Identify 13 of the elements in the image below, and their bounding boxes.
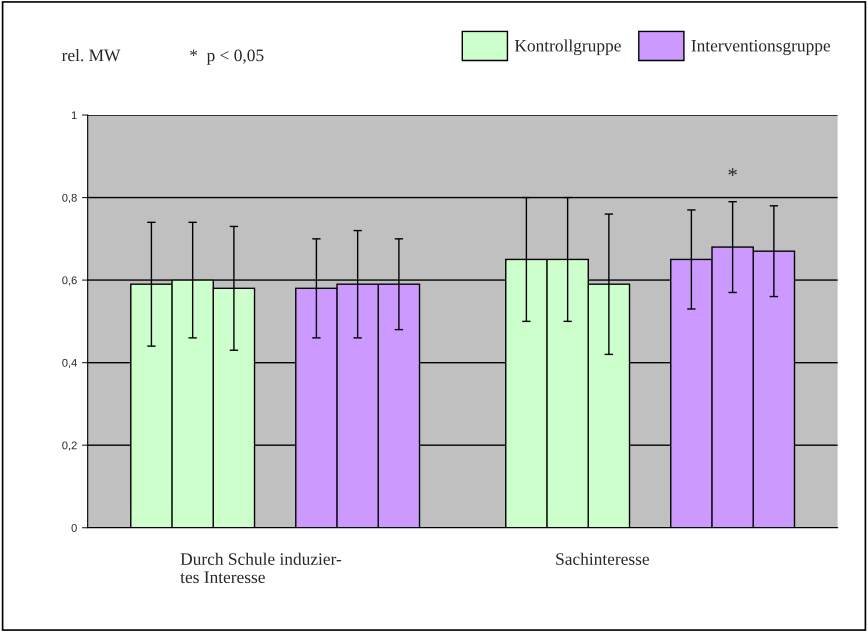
text: * p < 0,05 [190, 50, 264, 65]
y-tick-label: 0,6 [62, 276, 77, 286]
text: rel. MW [62, 49, 120, 62]
y-tick-label: 1 [72, 111, 77, 120]
y-tick-label: 0,4 [62, 358, 77, 368]
legend-label: Interventionsgruppe [691, 40, 830, 56]
annotation: * [728, 168, 737, 176]
y-tick-label: 0,8 [62, 194, 77, 204]
y-tick-label: 0,2 [62, 441, 77, 451]
legend-label: Kontrollgruppe [514, 39, 621, 56]
x-tick-label: Sachinteresse [556, 552, 650, 565]
x-tick-label: Durch Schule induzier- tes Interesse [180, 552, 342, 584]
y-tick-label: 0 [72, 524, 77, 532]
